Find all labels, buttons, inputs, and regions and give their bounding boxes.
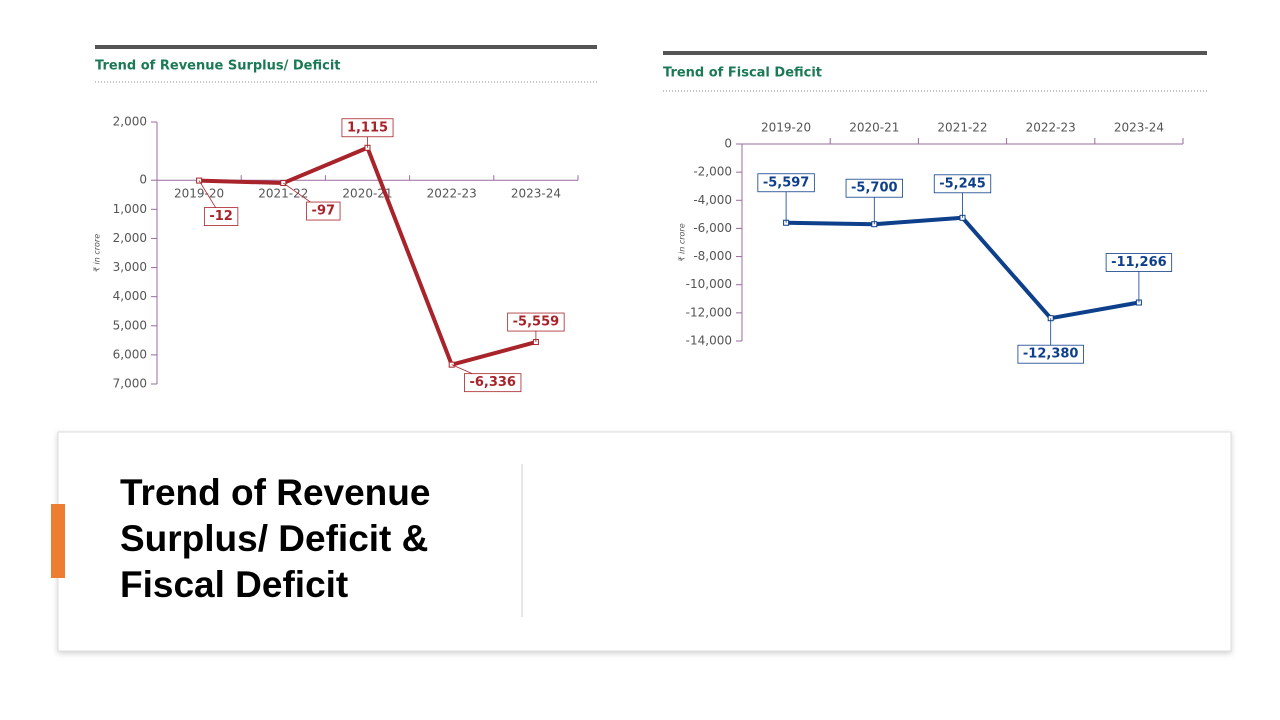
label-box — [507, 312, 565, 332]
label-box — [306, 201, 341, 221]
data-label: -12 — [209, 209, 233, 224]
y-axis-label: ₹ in crore — [93, 234, 102, 272]
y-tick-label: -2,000 — [693, 165, 732, 179]
x-tick-label: 2023-24 — [1114, 121, 1164, 135]
label-box — [1017, 344, 1084, 364]
y-tick-label: 0 — [724, 137, 732, 151]
slide-title: Trend of Revenue Surplus/ Deficit & Fisc… — [120, 472, 431, 605]
x-tick-label: 2019-20 — [174, 187, 224, 201]
y-axis-label: ₹ in crore — [678, 223, 687, 261]
label-box — [203, 207, 239, 226]
y-tick-label: 2,000 — [113, 115, 147, 129]
label-box — [464, 373, 522, 393]
y-tick-label: 6,000 — [113, 347, 147, 361]
x-tick-label: 2020-21 — [342, 187, 392, 201]
data-label: -5,597 — [763, 175, 810, 190]
chart-title: Trend of Revenue Surplus/ Deficit — [95, 59, 341, 74]
label-box — [757, 173, 815, 193]
y-tick-label: -8,000 — [693, 249, 732, 263]
x-tick-label: 2023-24 — [511, 187, 561, 201]
y-tick-label: 1,000 — [113, 202, 147, 216]
y-tick-label: -12,000 — [686, 305, 732, 319]
x-tick-label: 2021-22 — [258, 187, 308, 201]
y-tick-label: 3,000 — [113, 260, 147, 274]
y-tick-label: -14,000 — [686, 334, 732, 348]
data-label: 1,115 — [347, 120, 388, 135]
y-tick-label: 2,000 — [113, 231, 147, 245]
y-tick-label: -10,000 — [686, 277, 732, 291]
data-label: -11,266 — [1111, 255, 1167, 270]
data-label: -5,700 — [851, 181, 898, 196]
chart-title: Trend of Fiscal Deficit — [663, 66, 822, 81]
data-label: -12,380 — [1023, 347, 1079, 362]
data-label: -97 — [312, 204, 336, 219]
y-tick-label: 5,000 — [113, 318, 147, 332]
data-label: -5,559 — [513, 315, 560, 330]
label-box — [341, 118, 394, 138]
title-panel — [57, 431, 1232, 652]
x-tick-label: 2021-22 — [937, 121, 987, 135]
line-series — [786, 215, 1140, 321]
x-tick-label: 2019-20 — [761, 121, 811, 135]
y-tick-label: -4,000 — [693, 193, 732, 207]
y-tick-label: 7,000 — [113, 377, 147, 391]
data-label: -5,245 — [939, 176, 986, 191]
y-tick-label: -6,000 — [693, 221, 732, 235]
y-tick-label: 4,000 — [113, 289, 147, 303]
y-tick-label: 0 — [139, 173, 147, 187]
data-label: -6,336 — [469, 375, 516, 390]
x-tick-label: 2020-21 — [849, 121, 899, 135]
label-box — [1105, 253, 1173, 272]
x-tick-label: 2022-23 — [427, 187, 477, 201]
label-box — [933, 174, 992, 194]
label-box — [845, 178, 903, 198]
x-tick-label: 2022-23 — [1026, 121, 1076, 135]
accent-bar — [51, 504, 65, 578]
